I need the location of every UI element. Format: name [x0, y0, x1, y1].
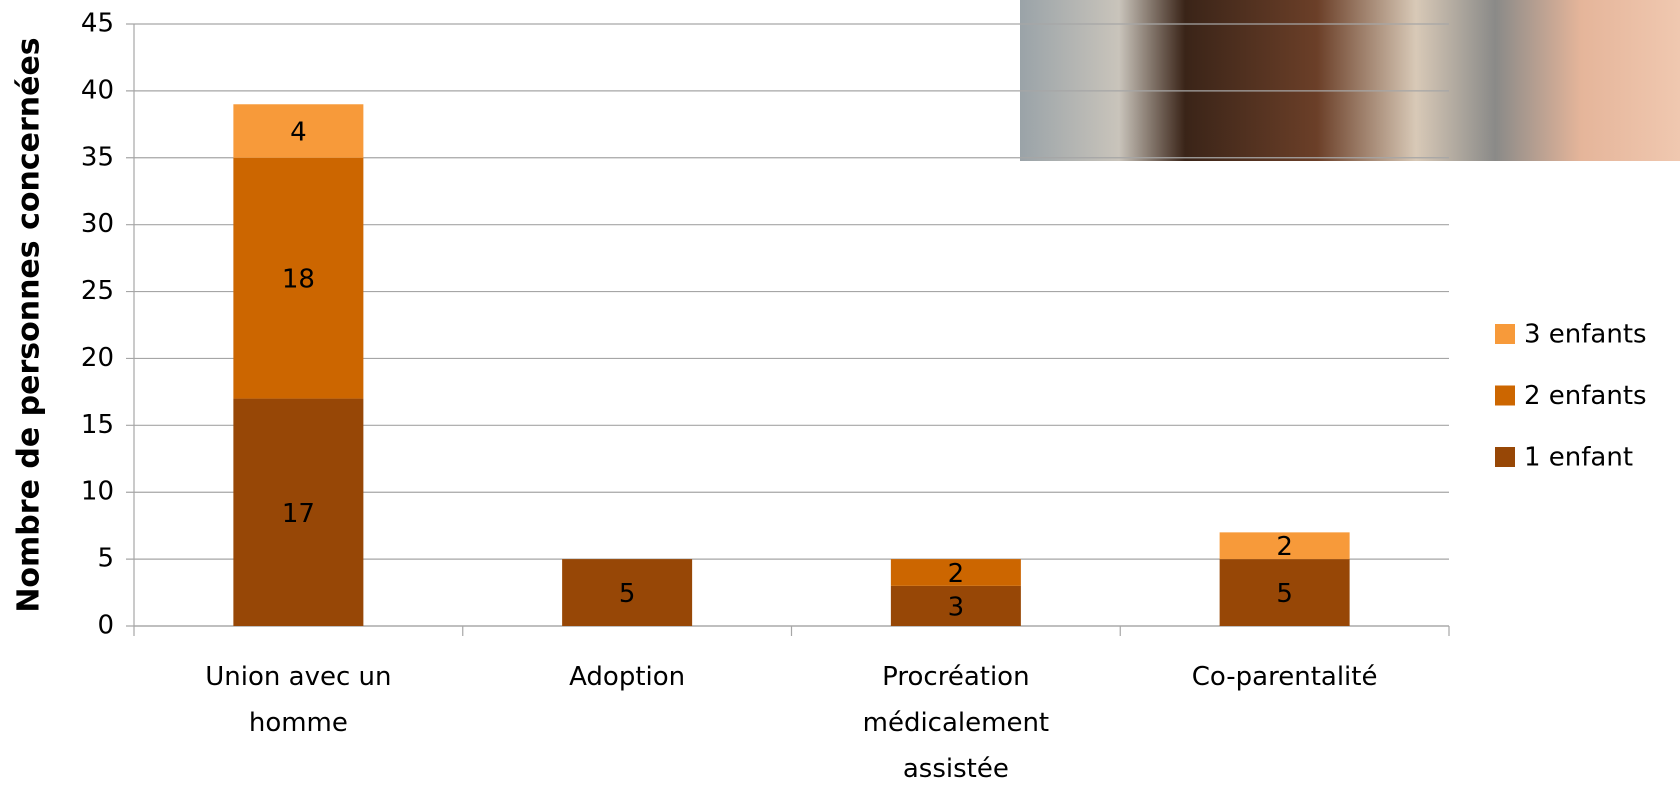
y-tick-label: 40 [81, 75, 114, 105]
y-tick-label: 35 [81, 142, 114, 172]
bar-segment [1219, 559, 1350, 626]
y-axis-title: Nombre de personnes concernées [12, 37, 47, 612]
y-tick-label: 20 [81, 343, 114, 373]
y-tick-label: 25 [81, 276, 114, 306]
legend-swatch [1495, 385, 1515, 406]
legend-swatch [1495, 324, 1515, 344]
x-tick-label: Adoption [569, 662, 686, 692]
data-label: 3 [948, 592, 965, 622]
data-label: 17 [282, 499, 315, 529]
y-tick-label: 10 [81, 477, 114, 507]
photo [1020, 0, 1680, 161]
y-tick-label: 15 [81, 410, 114, 440]
bar-segment [233, 157, 364, 399]
legend-label: 3 enfants [1524, 320, 1647, 350]
y-tick-label: 0 [97, 611, 114, 641]
bar-segment [562, 559, 693, 626]
legend-label: 2 enfants [1524, 381, 1647, 411]
data-label: 2 [1276, 532, 1293, 562]
bar-segment [233, 398, 364, 626]
bar-segment [890, 559, 1021, 586]
x-tick-label: Union avec un homme [205, 662, 392, 738]
bar-segment [233, 104, 364, 158]
x-tick-label: Procréation médicalement assistée [862, 662, 1050, 784]
data-label: 18 [282, 265, 315, 295]
y-tick-label: 5 [97, 544, 114, 574]
bar-segment [890, 585, 1021, 626]
data-label: 2 [948, 559, 965, 589]
y-tick-label: 45 [81, 9, 114, 39]
data-label: 4 [290, 118, 307, 148]
y-tick-label: 30 [81, 209, 114, 239]
legend-swatch [1495, 447, 1515, 467]
x-tick-label: Co-parentalité [1191, 662, 1378, 692]
data-label: 5 [1276, 579, 1293, 609]
legend-label: 1 enfant [1524, 443, 1633, 473]
bar-segment [1219, 532, 1350, 560]
data-label: 5 [619, 579, 636, 609]
